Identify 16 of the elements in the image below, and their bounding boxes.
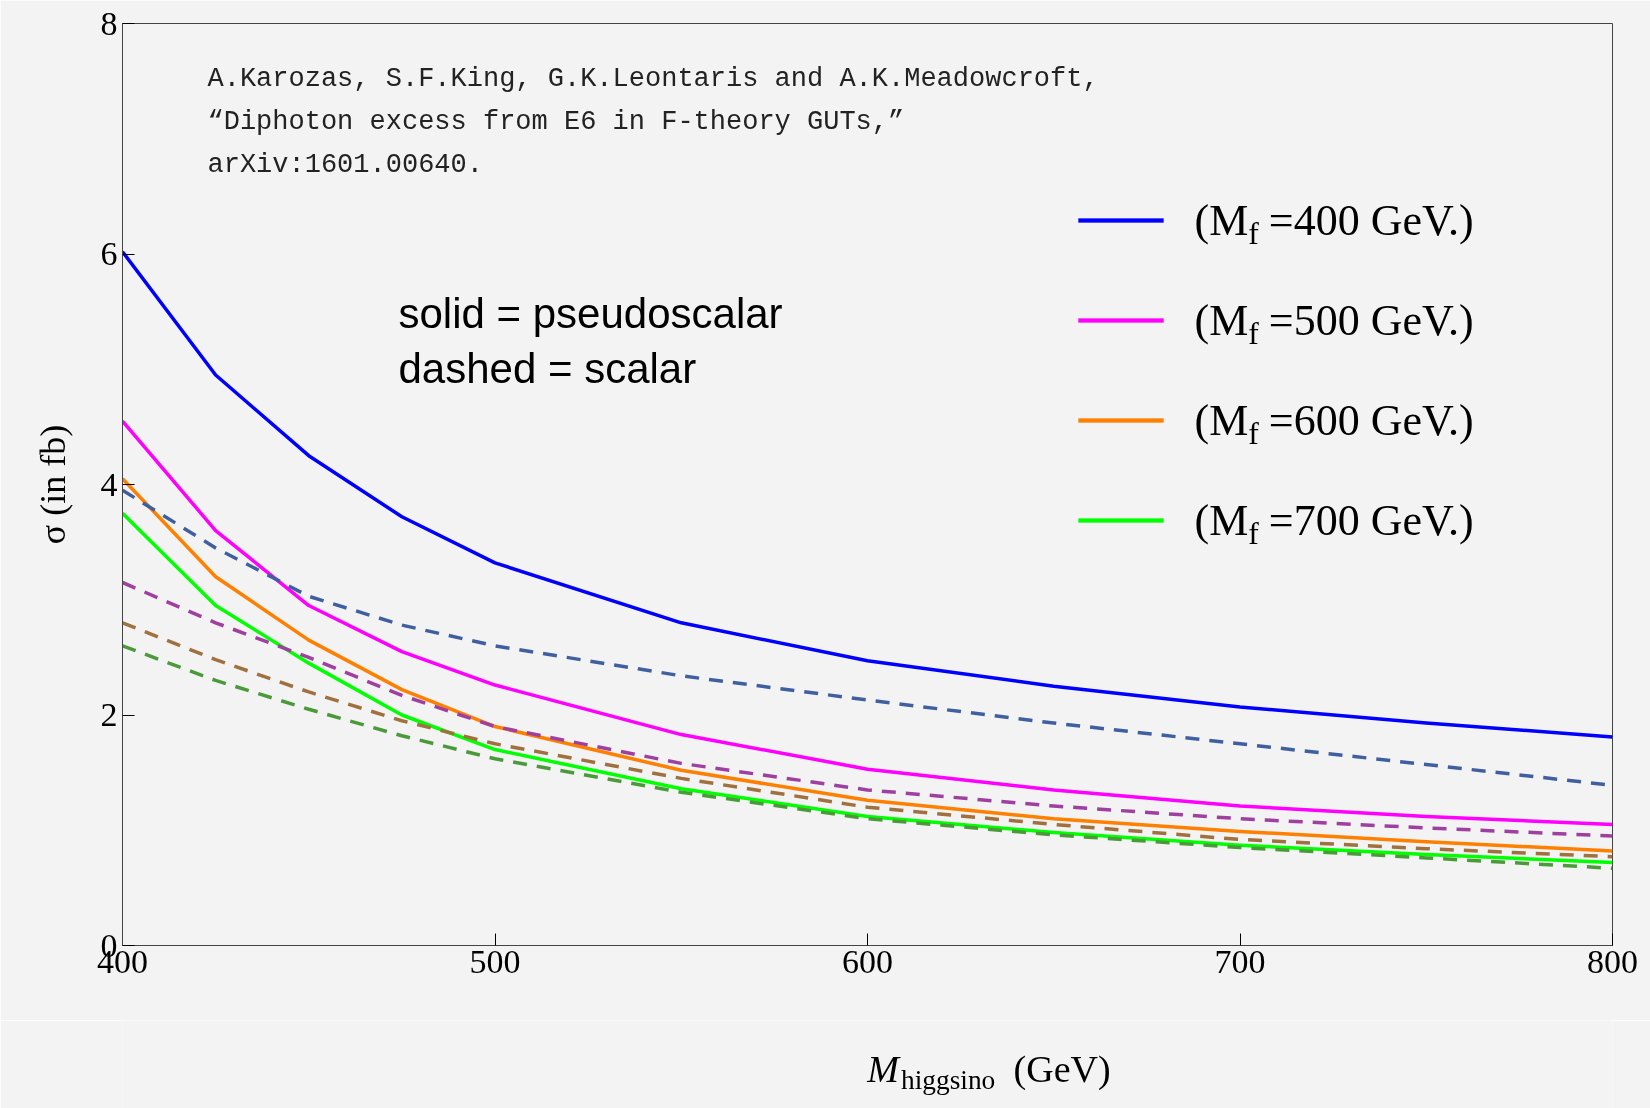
- y-axis-title: σ (in fb): [32, 424, 73, 545]
- y-tick-label: 4: [100, 465, 118, 503]
- annotation: A.Karozas, S.F.King, G.K.Leontaris and A.K.Meadowcroft,: [207, 63, 1099, 94]
- y-tick-label: 8: [100, 4, 118, 42]
- annotation: dashed = scalar: [398, 345, 697, 392]
- annotation: solid = pseudoscalar: [398, 290, 783, 337]
- x-tick-label: 700: [1214, 942, 1266, 980]
- y-tick-label: 2: [100, 696, 118, 733]
- line-series: [122, 580, 1613, 838]
- annotation: “Diphoton excess from E6 in F-theory GUTs,”: [207, 106, 905, 137]
- annotation: arXiv:1601.00640.: [207, 149, 483, 180]
- line-series: [122, 249, 1613, 739]
- y-tick-label: 6: [100, 235, 118, 272]
- x-tick-label: 800: [1587, 942, 1638, 980]
- x-tick-label: 600: [842, 942, 893, 980]
- x-tick-label: 500: [469, 942, 521, 980]
